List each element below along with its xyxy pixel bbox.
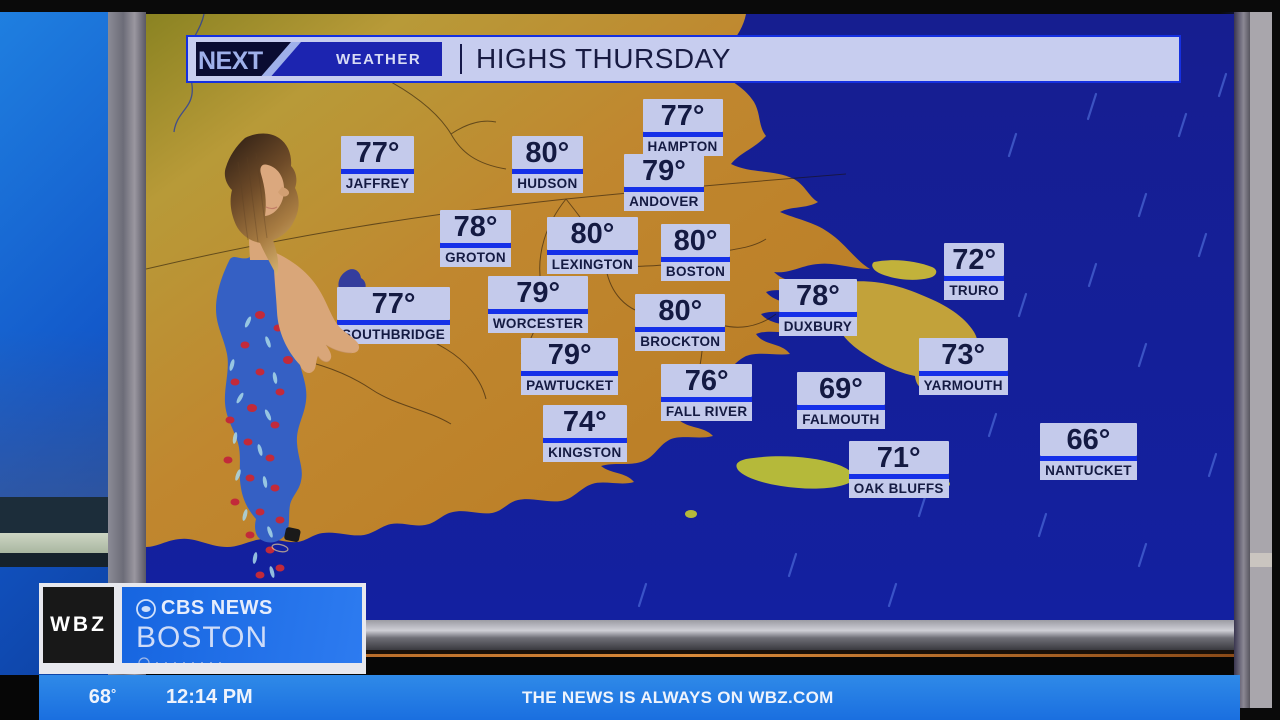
svg-text:WEATHER: WEATHER — [336, 51, 421, 68]
svg-text:NEXT: NEXT — [198, 47, 263, 75]
